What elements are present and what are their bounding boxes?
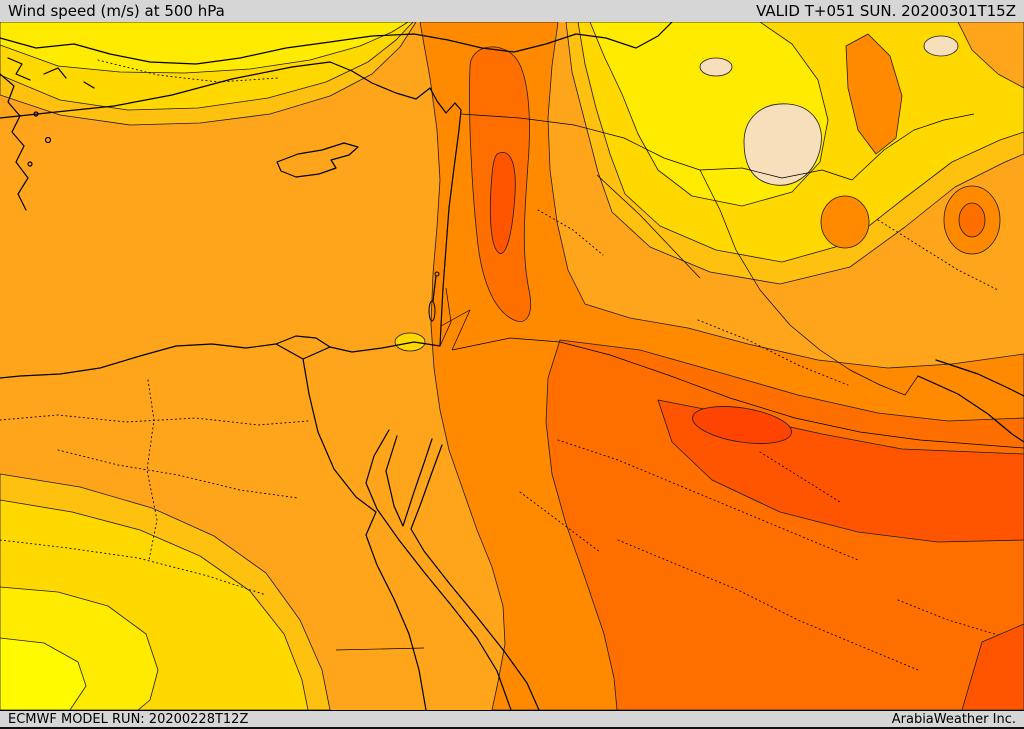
- coast-black-sea: [0, 22, 673, 65]
- band-orange-topright-corner: [957, 22, 1024, 89]
- dotted-iran: [877, 219, 999, 291]
- coast-gulf-suez-red-sea-west: [365, 429, 512, 710]
- band-red-core-blob: [692, 406, 792, 444]
- dotted-iraq: [697, 319, 849, 386]
- dotted-egypt-3: [146, 379, 158, 561]
- dotted-syria: [537, 209, 604, 256]
- band-dark-streak-topright: [845, 33, 903, 155]
- contour-bands: [0, 22, 1024, 710]
- band-cream-small-2: [923, 35, 959, 57]
- coast-aqaba-red-sea-east: [410, 444, 540, 710]
- river-jordan: [432, 275, 437, 302]
- coast-aegean: [0, 73, 29, 211]
- dotted-egypt-4: [0, 539, 267, 596]
- country-borders: [335, 113, 1024, 651]
- dead-sea: [428, 300, 436, 322]
- map-title: Wind speed (m/s) at 500 hPa: [8, 2, 225, 20]
- dotted-boundaries: [0, 59, 999, 671]
- coast-sinai: [385, 435, 433, 527]
- map-footer: ECMWF MODEL RUN: 20200228T12Z ArabiaWeat…: [0, 710, 1024, 729]
- coast-cyprus: [276, 142, 359, 178]
- band-dark-blob-right-1: [820, 195, 870, 249]
- border-egypt-sudan: [335, 647, 425, 651]
- coast-persian-gulf-south: [917, 375, 1024, 443]
- dotted-saudi-4: [519, 491, 601, 553]
- dotted-saudi-3: [897, 599, 999, 636]
- band-cream-main: [743, 103, 822, 186]
- border-iraq-saudi: [451, 337, 1024, 449]
- aegean-island-2: [44, 136, 52, 144]
- coastlines: [0, 22, 1024, 710]
- aegean-island-3: [27, 161, 33, 167]
- river-nile: [302, 358, 427, 710]
- band-redorange-corner: [961, 623, 1024, 710]
- border-iraq-iran: [699, 169, 919, 396]
- band-deep-core-right: [958, 202, 986, 238]
- band-deep-main: [545, 339, 1024, 710]
- border-turkey-northeast: [851, 113, 975, 181]
- coast-persian-gulf-north: [935, 359, 1024, 397]
- dotted-egypt-2: [57, 449, 299, 499]
- band-redorange-tongue-sliver: [489, 152, 516, 254]
- band-yellow-sliver-levant: [394, 332, 426, 352]
- border-israel-jordan: [439, 287, 452, 347]
- band-vivid-corner: [0, 637, 87, 710]
- border-syria-iraq: [596, 174, 701, 279]
- model-run-label: ECMWF MODEL RUN: 20200228T12Z: [8, 711, 249, 727]
- band-bright-topleft: [0, 22, 409, 74]
- sea-of-galilee: [434, 271, 440, 277]
- dotted-saudi-2: [617, 539, 919, 671]
- coast-marmara-squiggle: [7, 57, 95, 89]
- dotted-egypt-1: [0, 414, 309, 426]
- band-cream-small-1: [699, 57, 733, 77]
- coast-mediterranean: [0, 61, 462, 379]
- map-svg: [0, 22, 1024, 710]
- valid-time-label: VALID T+051 SUN. 20200301T15Z: [756, 2, 1016, 20]
- brand-label: ArabiaWeather Inc.: [891, 711, 1016, 727]
- dotted-turkey: [97, 59, 279, 83]
- map-header: Wind speed (m/s) at 500 hPa VALID T+051 …: [0, 0, 1024, 22]
- dotted-saudi-1: [557, 439, 859, 561]
- border-turkey-south: [460, 113, 853, 181]
